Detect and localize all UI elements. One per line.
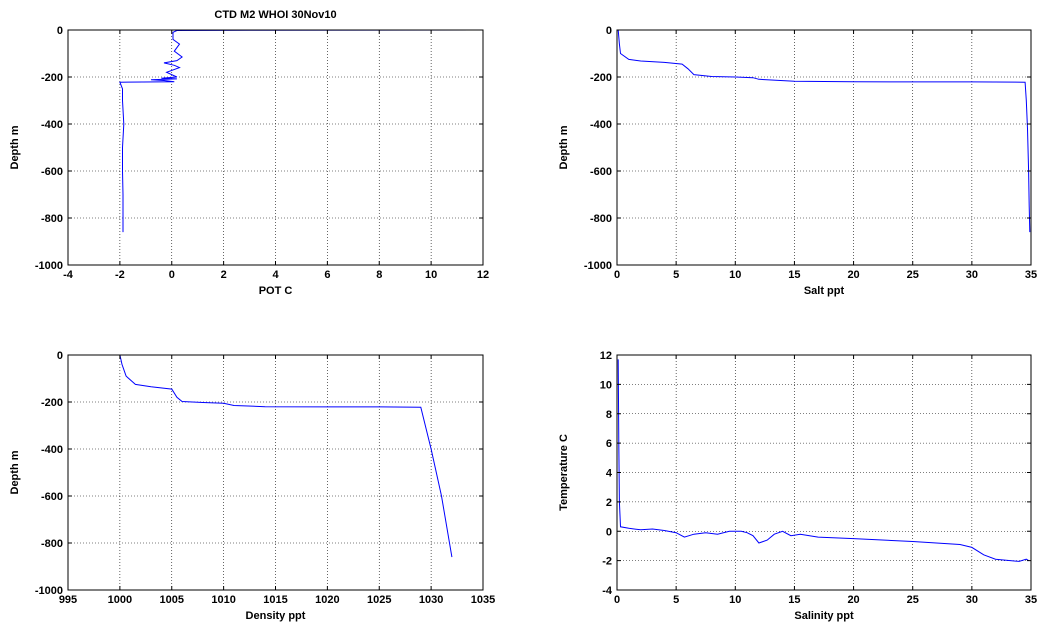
y-tick-label: -200: [590, 72, 612, 84]
y-axis-label: Depth m: [9, 450, 21, 494]
y-tick-label: -400: [590, 119, 612, 131]
x-tick-label: 25: [907, 269, 919, 281]
x-tick-label: 8: [376, 269, 382, 281]
y-tick-label: 0: [57, 25, 63, 37]
y-tick-label: -600: [590, 166, 612, 178]
x-tick-label: 5: [673, 269, 679, 281]
x-axis-label: POT C: [259, 285, 293, 297]
x-tick-label: 2: [221, 269, 227, 281]
y-tick-label: -800: [590, 213, 612, 225]
y-tick-label: -400: [41, 119, 63, 131]
y-axis-label: Depth m: [9, 125, 21, 169]
y-tick-label: 0: [57, 350, 63, 362]
series-line-1: [617, 29, 1031, 233]
plot-area: [617, 30, 1031, 265]
y-tick-label: -400: [41, 444, 63, 456]
x-axis-label: Density ppt: [246, 610, 306, 622]
x-tick-label: 35: [1025, 594, 1037, 606]
x-tick-label: -4: [63, 269, 74, 281]
x-axis-label: Salinity ppt: [794, 610, 854, 622]
y-tick-label: 8: [606, 409, 612, 421]
x-tick-label: 20: [847, 269, 859, 281]
x-tick-label: 1015: [263, 594, 287, 606]
y-tick-label: -1000: [584, 260, 612, 272]
chart-panel-4: 0 5 10 15 20 25 30 35 -4 -2 0 2 4 6 8 10 12 Salinity ppt T…: [558, 350, 1037, 622]
x-tick-label: 30: [966, 269, 978, 281]
x-tick-label: 0: [169, 269, 175, 281]
y-tick-label: -200: [41, 397, 63, 409]
y-tick-label: -1000: [35, 585, 63, 597]
x-tick-label: 5: [673, 594, 679, 606]
y-tick-label: -800: [41, 538, 63, 550]
y-tick-label: 10: [600, 379, 612, 391]
chart-title: CTD M2 WHOI 30Nov10: [214, 9, 336, 21]
y-tick-label: -600: [41, 491, 63, 503]
x-tick-label: 10: [729, 269, 741, 281]
series-line-1: [119, 29, 476, 233]
x-tick-label: 15: [788, 594, 800, 606]
y-tick-label: 12: [600, 350, 612, 362]
x-tick-label: 1025: [367, 594, 391, 606]
x-tick-label: 1020: [315, 594, 339, 606]
y-axis-label: Depth m: [558, 125, 570, 169]
x-tick-label: 6: [324, 269, 330, 281]
x-axis-label: Salt ppt: [804, 285, 845, 297]
x-tick-label: 15: [788, 269, 800, 281]
chart-panel-1: -4 -2 0 2 4 6 8 10 12 -1000 -800 -600 -400 -200 0 POT C…: [9, 9, 489, 297]
x-tick-label: 10: [729, 594, 741, 606]
y-tick-label: -800: [41, 213, 63, 225]
series-line-1: [119, 354, 453, 558]
series-line-1: [617, 359, 1029, 562]
x-tick-label: 4: [272, 269, 279, 281]
x-tick-label: 25: [907, 594, 919, 606]
y-tick-label: 2: [606, 497, 612, 509]
y-tick-label: -200: [41, 72, 63, 84]
x-tick-label: 0: [614, 594, 620, 606]
x-tick-label: 35: [1025, 269, 1037, 281]
y-tick-label: 6: [606, 438, 612, 450]
chart-panel-3: 995 1000 1005 1010 1015 1020 1025 1030 1035 -1000…: [9, 350, 495, 622]
x-tick-label: 20: [847, 594, 859, 606]
x-tick-label: -2: [115, 269, 125, 281]
x-tick-label: 1030: [419, 594, 443, 606]
y-tick-label: 0: [606, 526, 612, 538]
x-tick-label: 30: [966, 594, 978, 606]
axes-frame: [616, 29, 1032, 266]
y-tick-label: -4: [602, 585, 613, 597]
x-tick-label: 1035: [471, 594, 495, 606]
x-tick-label: 995: [59, 594, 77, 606]
y-axis-label: Temperature C: [558, 434, 570, 511]
x-tick-label: 0: [614, 269, 620, 281]
x-tick-label: 1010: [211, 594, 235, 606]
y-tick-label: 0: [606, 25, 612, 37]
x-tick-label: 1000: [108, 594, 132, 606]
y-tick-label: -1000: [35, 260, 63, 272]
x-tick-label: 10: [425, 269, 437, 281]
x-tick-label: 12: [477, 269, 489, 281]
y-tick-label: -600: [41, 166, 63, 178]
chart-panel-2: 0 5 10 15 20 25 30 35 -1000 -800 -600 -400 -200 0 Salt…: [558, 25, 1037, 297]
y-tick-label: -2: [602, 556, 612, 568]
x-tick-label: 1005: [160, 594, 184, 606]
y-tick-label: 4: [606, 468, 613, 480]
